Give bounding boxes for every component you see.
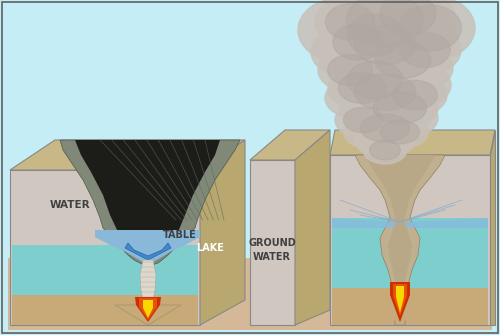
Ellipse shape [372, 115, 428, 149]
Ellipse shape [382, 13, 458, 67]
Polygon shape [330, 155, 490, 325]
Ellipse shape [344, 108, 382, 133]
Ellipse shape [400, 32, 450, 67]
Ellipse shape [389, 25, 461, 75]
Polygon shape [332, 288, 488, 325]
Ellipse shape [347, 14, 403, 56]
Ellipse shape [326, 4, 374, 40]
Ellipse shape [374, 92, 426, 124]
Polygon shape [143, 300, 153, 318]
Ellipse shape [398, 5, 462, 51]
Polygon shape [12, 245, 198, 325]
Ellipse shape [330, 0, 440, 58]
Polygon shape [355, 155, 445, 325]
Ellipse shape [315, 0, 385, 48]
Polygon shape [200, 140, 245, 325]
Polygon shape [406, 218, 488, 228]
Ellipse shape [346, 0, 424, 47]
Ellipse shape [340, 81, 416, 129]
Polygon shape [250, 130, 330, 160]
Ellipse shape [368, 0, 448, 44]
Ellipse shape [311, 28, 379, 76]
Polygon shape [135, 297, 161, 322]
Ellipse shape [375, 42, 431, 78]
Ellipse shape [338, 73, 386, 104]
Ellipse shape [335, 5, 415, 65]
Ellipse shape [298, 0, 382, 62]
Polygon shape [295, 130, 330, 325]
Polygon shape [140, 260, 156, 300]
Polygon shape [490, 130, 495, 325]
Ellipse shape [356, 56, 440, 108]
Ellipse shape [385, 0, 475, 61]
Ellipse shape [363, 34, 443, 86]
Polygon shape [393, 284, 407, 316]
Ellipse shape [383, 45, 453, 91]
Polygon shape [370, 295, 430, 325]
Ellipse shape [370, 140, 400, 160]
Ellipse shape [318, 48, 382, 92]
Polygon shape [8, 258, 492, 330]
Ellipse shape [337, 0, 433, 40]
Ellipse shape [363, 136, 407, 164]
Ellipse shape [335, 102, 391, 138]
Ellipse shape [347, 61, 403, 99]
Ellipse shape [356, 8, 440, 68]
Ellipse shape [360, 114, 410, 142]
Ellipse shape [335, 53, 415, 107]
Ellipse shape [322, 16, 394, 68]
Ellipse shape [383, 74, 447, 116]
Ellipse shape [379, 62, 451, 108]
Polygon shape [139, 298, 157, 320]
Polygon shape [378, 105, 392, 155]
Ellipse shape [380, 0, 456, 48]
Ellipse shape [350, 108, 420, 148]
Ellipse shape [345, 91, 425, 139]
Ellipse shape [341, 66, 429, 118]
Ellipse shape [392, 80, 438, 110]
Ellipse shape [355, 122, 415, 158]
Ellipse shape [328, 55, 372, 85]
Polygon shape [396, 286, 404, 313]
Ellipse shape [362, 85, 438, 131]
Ellipse shape [325, 78, 385, 118]
Polygon shape [10, 140, 245, 170]
Polygon shape [125, 243, 171, 260]
Polygon shape [60, 140, 240, 266]
Ellipse shape [380, 120, 420, 144]
Ellipse shape [341, 17, 429, 73]
Polygon shape [12, 295, 198, 325]
Polygon shape [390, 282, 410, 322]
Polygon shape [10, 170, 200, 325]
Ellipse shape [327, 0, 403, 40]
Polygon shape [332, 218, 395, 228]
Polygon shape [250, 160, 295, 325]
Polygon shape [332, 218, 488, 325]
Ellipse shape [378, 99, 438, 137]
Ellipse shape [333, 24, 383, 60]
Polygon shape [95, 230, 200, 263]
Text: WATER: WATER [50, 200, 90, 210]
Ellipse shape [380, 0, 436, 35]
Ellipse shape [344, 117, 396, 149]
Ellipse shape [328, 66, 396, 110]
Ellipse shape [354, 25, 416, 65]
Polygon shape [365, 155, 435, 325]
Polygon shape [75, 140, 220, 262]
Text: GROUND
WATER: GROUND WATER [248, 239, 296, 262]
Text: LAKE: LAKE [196, 243, 224, 253]
Polygon shape [330, 130, 495, 155]
Text: TABLE: TABLE [163, 230, 197, 240]
Ellipse shape [354, 74, 416, 110]
Ellipse shape [339, 37, 431, 93]
Ellipse shape [330, 32, 406, 84]
Polygon shape [115, 305, 181, 325]
